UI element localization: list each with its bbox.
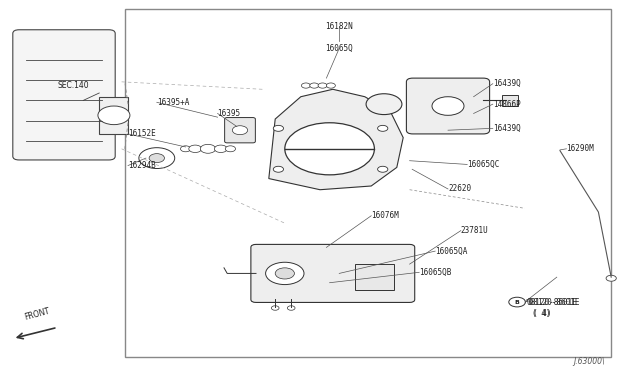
Circle shape bbox=[98, 106, 130, 125]
Text: 16065QA: 16065QA bbox=[435, 247, 468, 256]
Text: 16395+A: 16395+A bbox=[157, 98, 189, 107]
Circle shape bbox=[273, 166, 284, 172]
Circle shape bbox=[214, 145, 227, 153]
Text: ( 4): ( 4) bbox=[533, 309, 552, 318]
Circle shape bbox=[271, 306, 279, 310]
Text: 16395: 16395 bbox=[218, 109, 241, 118]
Text: B: B bbox=[515, 299, 520, 305]
Text: ( 4): ( 4) bbox=[532, 309, 550, 318]
Text: ²08120-8601E: ²08120-8601E bbox=[525, 298, 580, 307]
Polygon shape bbox=[269, 89, 403, 190]
Circle shape bbox=[180, 146, 191, 152]
Circle shape bbox=[139, 148, 175, 169]
Text: 16439Q: 16439Q bbox=[493, 79, 520, 88]
FancyBboxPatch shape bbox=[225, 118, 255, 143]
Bar bbox=[355, 264, 394, 290]
Circle shape bbox=[301, 83, 310, 88]
Circle shape bbox=[275, 268, 294, 279]
Bar bbox=[125, 9, 611, 357]
Text: 22620: 22620 bbox=[448, 185, 471, 193]
FancyBboxPatch shape bbox=[406, 78, 490, 134]
Circle shape bbox=[318, 83, 327, 88]
Text: FRONT: FRONT bbox=[24, 307, 51, 322]
Text: 16294B: 16294B bbox=[128, 161, 156, 170]
Text: 16076M: 16076M bbox=[371, 211, 399, 220]
Circle shape bbox=[378, 166, 388, 172]
Circle shape bbox=[200, 144, 216, 153]
Circle shape bbox=[266, 262, 304, 285]
Text: 16290M: 16290M bbox=[566, 144, 594, 153]
FancyBboxPatch shape bbox=[251, 244, 415, 302]
Circle shape bbox=[310, 83, 319, 88]
Circle shape bbox=[149, 154, 164, 163]
Circle shape bbox=[606, 275, 616, 281]
Circle shape bbox=[273, 125, 284, 131]
Text: 08120-8601E: 08120-8601E bbox=[527, 298, 577, 307]
Text: 16065QB: 16065QB bbox=[419, 268, 452, 277]
Text: 16152E: 16152E bbox=[128, 129, 156, 138]
Text: 16065QC: 16065QC bbox=[467, 160, 500, 169]
Text: 23781U: 23781U bbox=[461, 226, 488, 235]
Circle shape bbox=[189, 145, 202, 153]
Circle shape bbox=[232, 126, 248, 135]
Text: 16065Q: 16065Q bbox=[325, 44, 353, 53]
FancyBboxPatch shape bbox=[13, 30, 115, 160]
Text: 16182N: 16182N bbox=[325, 22, 353, 31]
Circle shape bbox=[225, 146, 236, 152]
Circle shape bbox=[366, 94, 402, 115]
Circle shape bbox=[287, 306, 295, 310]
Circle shape bbox=[326, 83, 335, 88]
Text: J.63000\: J.63000\ bbox=[573, 357, 605, 366]
Text: 16439Q: 16439Q bbox=[493, 124, 520, 133]
Circle shape bbox=[432, 97, 464, 115]
Bar bbox=[502, 95, 518, 106]
Circle shape bbox=[378, 125, 388, 131]
Text: SEC.140: SEC.140 bbox=[58, 81, 90, 90]
Bar bbox=[99, 97, 128, 134]
Text: 14866P: 14866P bbox=[493, 100, 520, 109]
Circle shape bbox=[509, 297, 525, 307]
Circle shape bbox=[285, 123, 374, 175]
